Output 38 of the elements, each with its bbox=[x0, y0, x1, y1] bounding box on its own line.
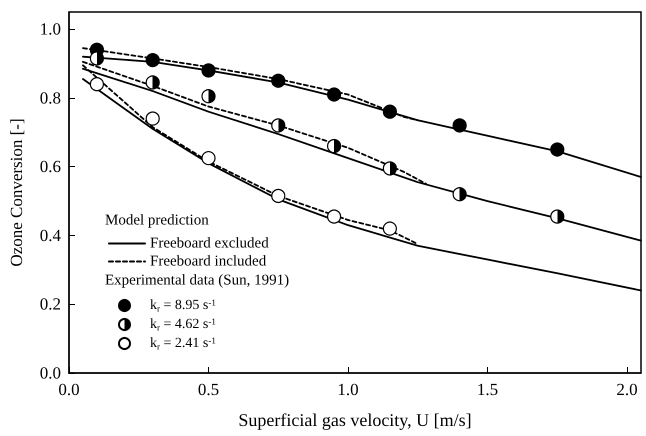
point bbox=[271, 118, 286, 133]
point bbox=[90, 51, 104, 66]
point bbox=[382, 161, 397, 176]
point bbox=[452, 187, 467, 202]
y-tick-label: 1.0 bbox=[40, 20, 61, 39]
legend-label: Freeboard included bbox=[150, 254, 267, 270]
annotation: Experimental data (Sun, 1991) bbox=[105, 272, 290, 288]
point bbox=[201, 89, 216, 104]
x-axis-title: Superficial gas velocity, U [m/s] bbox=[238, 410, 472, 430]
point bbox=[550, 209, 564, 224]
x-tick-label: 1.0 bbox=[337, 380, 359, 399]
y-tick-label: 0.2 bbox=[40, 294, 61, 314]
y-axis-title: Ozone Conversion [-] bbox=[7, 118, 26, 267]
x-tick-label: 0.0 bbox=[58, 380, 80, 399]
point bbox=[146, 53, 160, 68]
point bbox=[271, 188, 286, 204]
x-tick-label: 1.5 bbox=[476, 380, 498, 399]
point bbox=[326, 87, 342, 102]
point bbox=[550, 142, 564, 157]
x-tick-label: 2.0 bbox=[616, 380, 638, 399]
point bbox=[271, 74, 286, 88]
point bbox=[201, 151, 216, 166]
point bbox=[146, 111, 160, 126]
point bbox=[452, 118, 467, 133]
point bbox=[201, 63, 216, 78]
annotation: Model prediction bbox=[105, 212, 210, 228]
point bbox=[382, 222, 397, 236]
point bbox=[382, 104, 397, 119]
point bbox=[90, 77, 104, 92]
x-tick-label: 0.5 bbox=[198, 380, 220, 399]
y-tick-label: 0.4 bbox=[40, 226, 62, 245]
y-tick-label: 0.8 bbox=[40, 88, 61, 108]
point bbox=[146, 75, 160, 90]
point bbox=[326, 138, 342, 154]
legend-label: Freeboard excluded bbox=[150, 236, 270, 252]
point bbox=[326, 209, 342, 224]
y-tick-label: 0.0 bbox=[40, 364, 61, 382]
y-tick-label: 0.6 bbox=[40, 157, 61, 176]
